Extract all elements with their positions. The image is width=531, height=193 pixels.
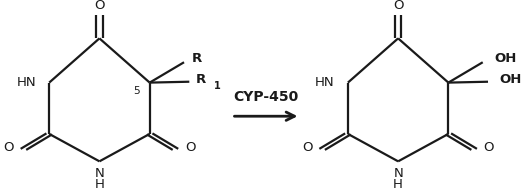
Text: O: O bbox=[302, 141, 313, 154]
Text: H: H bbox=[393, 178, 403, 191]
Text: O: O bbox=[393, 0, 404, 12]
Text: H: H bbox=[95, 178, 105, 191]
Text: 1: 1 bbox=[214, 81, 221, 91]
Text: N: N bbox=[393, 167, 403, 180]
Text: O: O bbox=[484, 141, 494, 154]
Text: OH: OH bbox=[494, 52, 517, 65]
Text: OH: OH bbox=[500, 74, 522, 86]
Text: 5: 5 bbox=[133, 85, 140, 96]
Text: HN: HN bbox=[315, 76, 335, 89]
Text: N: N bbox=[95, 167, 104, 180]
Text: R: R bbox=[192, 52, 202, 65]
Text: CYP-450: CYP-450 bbox=[233, 90, 298, 104]
Text: HN: HN bbox=[16, 76, 36, 89]
Text: O: O bbox=[185, 141, 195, 154]
Text: O: O bbox=[94, 0, 105, 12]
Text: R: R bbox=[195, 73, 206, 86]
Text: O: O bbox=[3, 141, 14, 154]
